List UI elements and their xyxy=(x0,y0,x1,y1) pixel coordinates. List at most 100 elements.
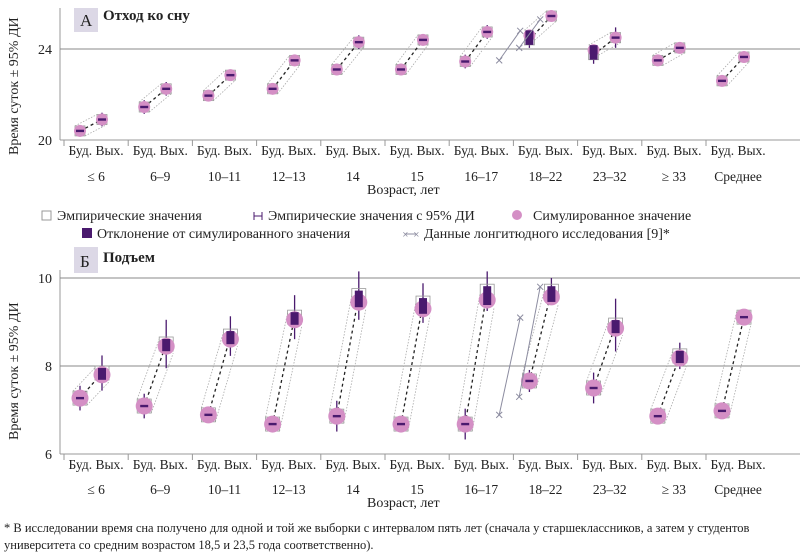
day-type-label: Буд. Вых. xyxy=(454,143,509,158)
footnote: * В исследовании время сна получено для … xyxy=(4,521,750,552)
category-group xyxy=(651,41,686,67)
category-group xyxy=(649,342,689,425)
weekend-deviation-mark xyxy=(354,290,363,308)
age-category-label: 14 xyxy=(346,482,360,497)
connector-dotted xyxy=(203,69,226,91)
weekend-empirical-mark xyxy=(740,55,748,59)
connector-dotted xyxy=(598,42,621,56)
day-type-label: Буд. Вых. xyxy=(197,143,252,158)
connector-dotted xyxy=(588,32,611,46)
legend: Эмпирические значения Эмпирические значе… xyxy=(41,209,691,242)
panel-a-letter-badge xyxy=(74,8,98,32)
category-group xyxy=(328,271,368,432)
age-category-label: Среднее xyxy=(714,482,762,497)
age-category-label: 14 xyxy=(346,169,360,184)
connector-dotted xyxy=(148,93,172,113)
connector-dashed xyxy=(657,355,681,417)
connector-dotted xyxy=(534,20,557,41)
connector-dotted xyxy=(522,289,545,375)
connector-dotted xyxy=(343,309,367,424)
y-tick-label: 6 xyxy=(45,448,52,463)
connector-dotted xyxy=(267,55,290,85)
panel-b-xlabel: Возраст, лет xyxy=(367,496,440,511)
category-group xyxy=(585,298,625,404)
weekend-empirical-mark xyxy=(226,73,235,77)
weekday-empirical-mark xyxy=(397,68,405,71)
connector-dotted xyxy=(664,364,688,424)
legend-empirical-ci-label: Эмпирические значения с 95% ДИ xyxy=(268,209,475,224)
age-category-label: Среднее xyxy=(714,169,762,184)
age-category-label: ≥ 33 xyxy=(662,482,687,497)
category-group xyxy=(138,81,173,114)
weekend-deviation-mark xyxy=(162,339,171,352)
longitudinal-point xyxy=(515,393,523,401)
weekend-empirical-mark xyxy=(419,38,427,42)
connector-dashed xyxy=(657,47,681,61)
figure: А Отход ко сну Время суток ± 95% ДИ Возр… xyxy=(7,8,800,511)
weekday-empirical-mark xyxy=(332,414,341,418)
weekday-empirical-mark xyxy=(204,94,213,97)
age-category-label: 15 xyxy=(410,482,424,497)
legend-simulated-icon xyxy=(512,210,522,220)
age-category-label: ≤ 6 xyxy=(87,169,105,184)
panel-b-wake-up: Б Подъем Время суток ± 95% ДИ Возраст, л… xyxy=(7,247,440,511)
day-type-label: Буд. Вых. xyxy=(582,457,637,472)
category-group xyxy=(587,27,622,64)
connector-dotted xyxy=(650,350,674,410)
connector-dashed xyxy=(593,37,616,56)
connector-dotted xyxy=(277,65,300,95)
connector-dotted xyxy=(215,346,238,422)
legend-simulated-label: Симулированное значение xyxy=(533,209,691,224)
legend-deviation-icon xyxy=(82,228,92,238)
connector-dashed xyxy=(400,302,424,425)
longitudinal-line xyxy=(518,286,541,397)
category-group xyxy=(330,35,365,76)
weekday-empirical-mark xyxy=(718,409,726,413)
weekday-empirical-mark xyxy=(268,87,277,91)
day-type-label: Буд. Вых. xyxy=(390,457,445,472)
weekend-empirical-mark xyxy=(290,59,299,62)
weekend-deviation-mark xyxy=(290,312,299,325)
day-type-label: Буд. Вых. xyxy=(197,457,252,472)
category-group xyxy=(266,54,301,95)
age-category-label: 15 xyxy=(410,169,424,184)
category-group xyxy=(71,355,111,411)
longitudinal-point xyxy=(516,27,524,35)
weekend-empirical-mark xyxy=(98,118,106,121)
category-group xyxy=(264,295,304,433)
panel-a-plot: 20 24 Буд. Вых. ≤ 6 Буд. Вых. 6–9 Буд. Вых. 10–… xyxy=(38,8,800,184)
weekend-empirical-mark xyxy=(611,36,620,39)
longitudinal-point xyxy=(495,57,503,64)
day-type-label: Буд. Вых. xyxy=(261,143,316,158)
day-type-label: Буд. Вых. xyxy=(518,457,573,472)
longitudinal-line xyxy=(498,317,521,415)
connector-dotted xyxy=(395,34,419,65)
category-group xyxy=(202,69,237,102)
age-category-label: 18–22 xyxy=(529,169,563,184)
age-category-label: 18–22 xyxy=(529,482,563,497)
category-group xyxy=(395,33,429,76)
weekend-empirical-mark xyxy=(675,46,684,50)
longitudinal-point xyxy=(536,16,544,23)
connector-dotted xyxy=(279,326,302,432)
day-type-label: Буд. Вых. xyxy=(390,143,445,158)
connector-dotted xyxy=(86,381,110,406)
panel-a-title: Отход ко сну xyxy=(103,8,190,24)
panel-a-sleep-onset: А Отход ко сну Время суток ± 95% ДИ Возр… xyxy=(7,8,440,198)
day-type-label: Буд. Вых. xyxy=(261,457,316,472)
connector-dotted xyxy=(600,335,623,396)
day-type-label: Буд. Вых. xyxy=(325,143,380,158)
weekday-empirical-mark xyxy=(204,413,213,417)
legend-longitudinal-icon: × × xyxy=(402,230,420,239)
weekend-deviation-mark xyxy=(483,286,492,305)
weekday-empirical-mark xyxy=(140,404,149,408)
panel-b-title: Подъем xyxy=(103,250,155,266)
connector-dotted xyxy=(716,51,740,77)
legend-longitudinal-label: Данные лонгитюдного исследования [9]* xyxy=(424,227,670,242)
connector-dotted xyxy=(201,332,224,408)
weekend-deviation-mark xyxy=(675,350,684,364)
connector-dashed xyxy=(336,295,360,417)
connector-dotted xyxy=(652,42,675,56)
legend-deviation-label: Отклонение от симулированного значения xyxy=(97,227,351,242)
age-category-label: ≤ 6 xyxy=(87,482,105,497)
